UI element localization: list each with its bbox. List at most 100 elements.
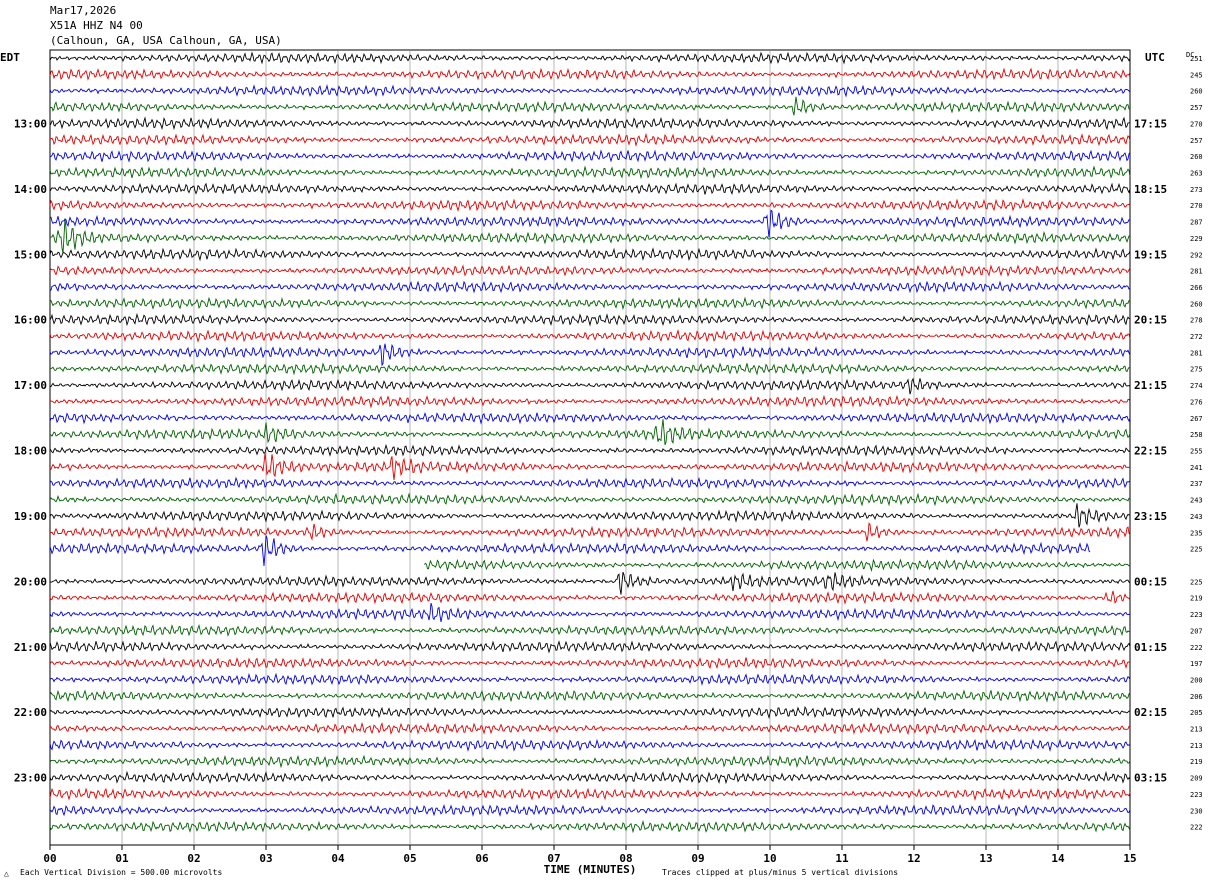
- left-hour-label: 17:00: [14, 379, 47, 392]
- location-label: (Calhoun, GA, USA Calhoun, GA, USA): [50, 34, 282, 47]
- left-hour-label: 19:00: [14, 510, 47, 523]
- dc-value-label: 267: [1190, 415, 1203, 423]
- left-hour-label: 20:00: [14, 575, 47, 588]
- trace-row-36: [49, 640, 1131, 654]
- trace-row-17: [49, 329, 1131, 343]
- left-hour-label: 22:00: [14, 706, 47, 719]
- trace-row-29: [49, 522, 1131, 542]
- x-tick-label: 11: [835, 852, 849, 865]
- dc-value-label: 257: [1190, 137, 1203, 145]
- trace-row-7: [49, 165, 1131, 180]
- trace-row-26: [49, 476, 1131, 490]
- trace-row-46: [49, 803, 1131, 817]
- right-hour-label: 19:15: [1134, 248, 1167, 261]
- trace-row-11: [49, 218, 1131, 254]
- x-tick-label: 02: [187, 852, 200, 865]
- trace-row-45: [49, 787, 1131, 802]
- trace-row-30: [49, 535, 1091, 566]
- left-hour-label: 21:00: [14, 641, 47, 654]
- left-hour-label: 23:00: [14, 772, 47, 785]
- trace-row-34: [49, 602, 1131, 622]
- dc-value-label: 241: [1190, 464, 1203, 472]
- x-tick-label: 14: [1051, 852, 1065, 865]
- trace-row-31: [424, 558, 1130, 573]
- trace-row-12: [49, 247, 1131, 262]
- trace-row-32: [49, 571, 1131, 595]
- dc-value-label: 274: [1190, 382, 1203, 390]
- dc-value-label: 223: [1190, 791, 1203, 799]
- trace-row-43: [49, 754, 1131, 769]
- dc-value-label: 270: [1190, 202, 1203, 210]
- trace-row-19: [49, 362, 1131, 376]
- x-tick-label: 05: [403, 852, 416, 865]
- x-tick-label: 04: [331, 852, 345, 865]
- trace-row-23: [49, 419, 1131, 445]
- dc-value-label: 222: [1190, 644, 1203, 652]
- trace-row-0: [49, 51, 1131, 65]
- dc-value-label: 263: [1190, 169, 1203, 177]
- trace-row-47: [49, 819, 1131, 834]
- right-hour-label: 02:15: [1134, 706, 1167, 719]
- dc-value-label: 243: [1190, 497, 1203, 505]
- trace-row-27: [49, 492, 1131, 507]
- dc-value-label: 257: [1190, 104, 1203, 112]
- dc-value-label: 260: [1190, 300, 1203, 308]
- trace-row-9: [49, 198, 1131, 213]
- left-hour-label: 13:00: [14, 117, 47, 130]
- dc-value-label: 278: [1190, 317, 1203, 325]
- dc-value-label: 273: [1190, 186, 1203, 194]
- dc-value-label: 243: [1190, 513, 1203, 521]
- right-hour-label: 17:15: [1134, 117, 1167, 130]
- dc-value-label: 266: [1190, 284, 1203, 292]
- left-hour-label: 14:00: [14, 183, 47, 196]
- dc-value-label: 229: [1190, 235, 1203, 243]
- x-tick-label: 01: [115, 852, 129, 865]
- trace-row-18: [49, 343, 1131, 367]
- trace-row-44: [49, 770, 1131, 785]
- dc-value-label: 272: [1190, 333, 1203, 341]
- dc-header-label: DC: [1186, 51, 1194, 59]
- dc-value-label: 207: [1190, 627, 1203, 635]
- vertical-division-note: Each Vertical Division = 500.00 microvol…: [20, 868, 223, 877]
- trace-row-42: [49, 738, 1131, 752]
- dc-value-label: 270: [1190, 120, 1203, 128]
- right-hour-label: 18:15: [1134, 183, 1167, 196]
- plot-frame: [49, 49, 1131, 846]
- left-hour-label: 16:00: [14, 314, 47, 327]
- dc-value-label: 225: [1190, 546, 1203, 554]
- trace-row-13: [49, 264, 1131, 278]
- trace-row-33: [49, 590, 1131, 605]
- right-hour-label: 23:15: [1134, 510, 1167, 523]
- dc-value-label: 260: [1190, 153, 1203, 161]
- trace-row-35: [49, 623, 1131, 637]
- trace-row-2: [49, 84, 1131, 98]
- right-hour-label: 22:15: [1134, 445, 1167, 458]
- clipping-note: Traces clipped at plus/minus 5 vertical …: [662, 868, 899, 877]
- x-tick-label: 12: [907, 852, 920, 865]
- dc-value-label: 260: [1190, 88, 1203, 96]
- dc-value-label: 251: [1190, 55, 1203, 63]
- trace-row-39: [49, 689, 1131, 703]
- trace-row-38: [49, 672, 1131, 686]
- x-tick-label: 09: [691, 852, 704, 865]
- right-hour-label: 21:15: [1134, 379, 1167, 392]
- trace-row-41: [49, 721, 1131, 736]
- right-timezone-label: UTC: [1145, 51, 1165, 64]
- date-label: Mar17,2026: [50, 4, 117, 17]
- dc-value-label: 281: [1190, 349, 1203, 357]
- left-hour-label: 18:00: [14, 445, 47, 458]
- trace-row-10: [49, 209, 1131, 238]
- left-timezone-label: EDT: [0, 51, 20, 64]
- dc-value-label: 258: [1190, 431, 1203, 439]
- dc-value-label: 219: [1190, 758, 1203, 766]
- dc-value-label: 281: [1190, 268, 1203, 276]
- dc-value-label: 213: [1190, 742, 1203, 750]
- dc-value-label: 237: [1190, 480, 1203, 488]
- dc-value-label: 245: [1190, 71, 1203, 79]
- trace-row-37: [49, 656, 1130, 670]
- station-label: X51A HHZ N4 00: [50, 19, 143, 32]
- dc-value-label: 230: [1190, 807, 1203, 815]
- right-hour-label: 01:15: [1134, 641, 1167, 654]
- x-tick-label: 03: [259, 852, 272, 865]
